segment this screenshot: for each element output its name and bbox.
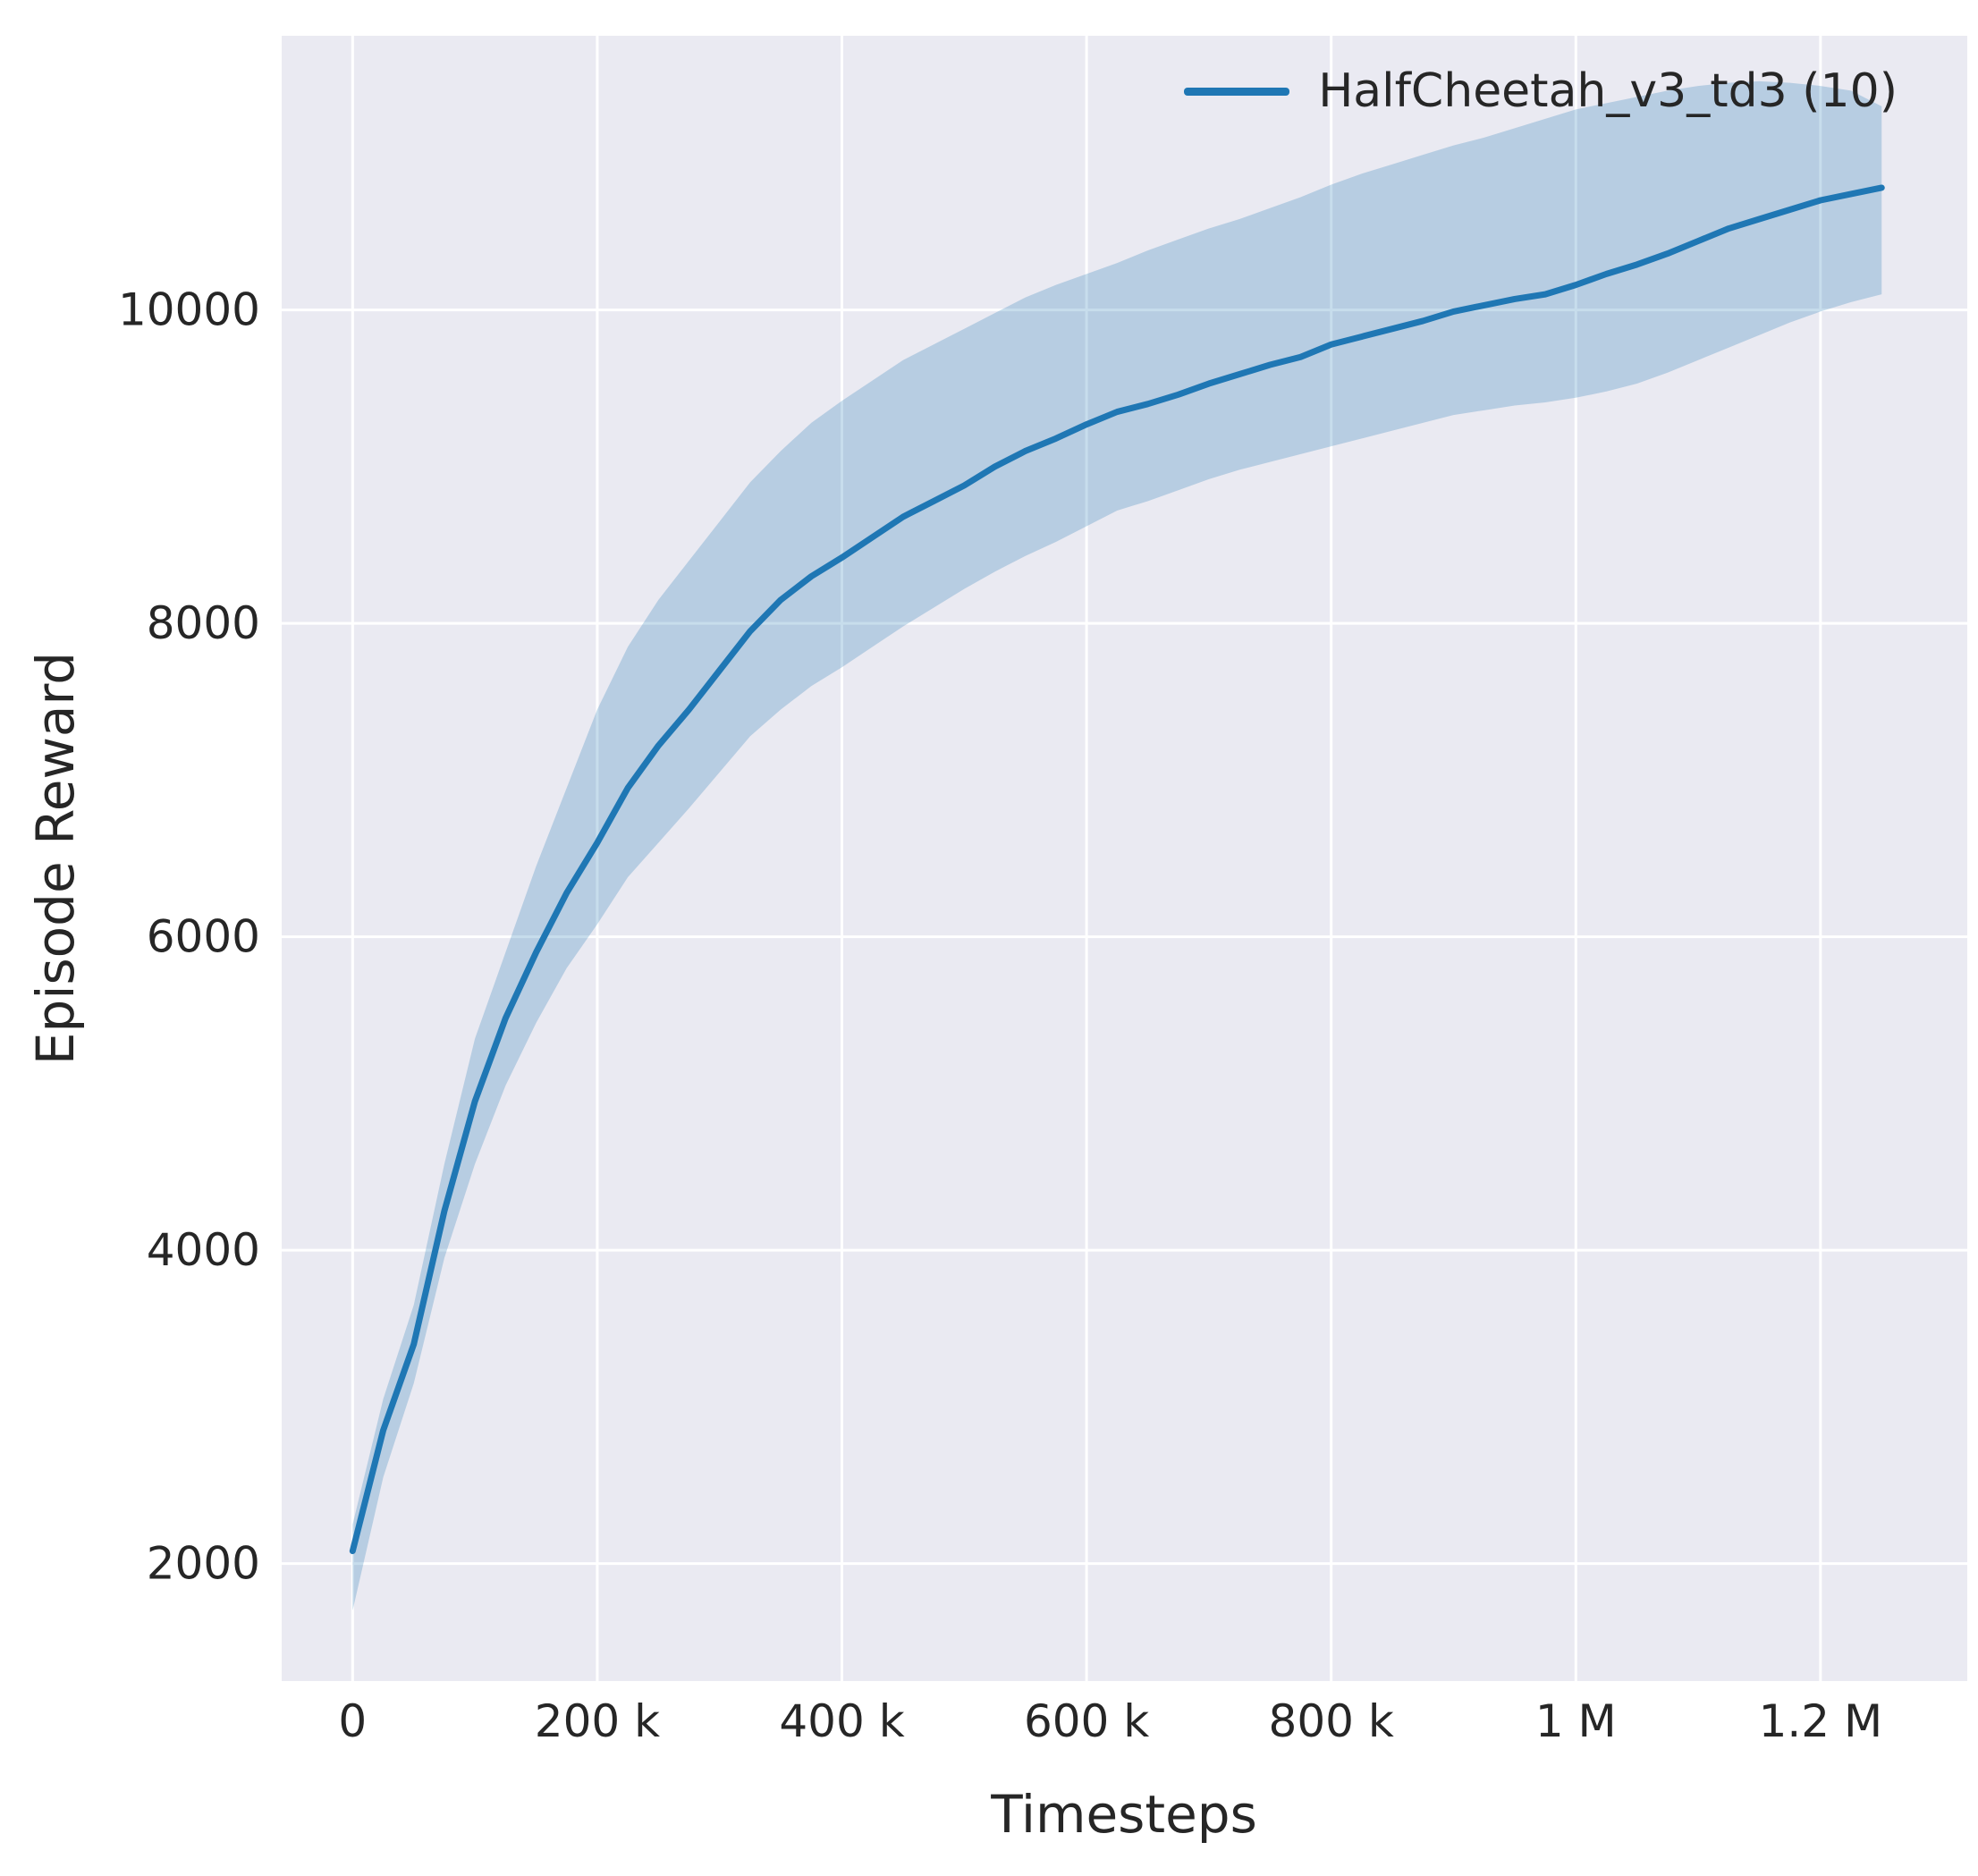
y-tick-label: 8000: [147, 597, 260, 649]
mean-line: [349, 184, 1885, 1555]
confidence-band: [352, 80, 1882, 1611]
x-tick-label: 400 k: [779, 1695, 904, 1747]
y-tick-label: 2000: [147, 1538, 260, 1590]
x-tick-label: 1.2 M: [1759, 1695, 1883, 1747]
x-tick-label: 0: [338, 1695, 367, 1747]
legend: HalfCheetah_v3_td3 (10): [1184, 64, 1898, 118]
x-tick-label: 200 k: [535, 1695, 660, 1747]
y-tick-label: 4000: [147, 1224, 260, 1276]
legend-label: HalfCheetah_v3_td3 (10): [1318, 64, 1898, 118]
x-axis-label: Timesteps: [991, 1784, 1257, 1845]
y-tick-label: 10000: [118, 284, 260, 336]
legend-line-sample: [1184, 87, 1290, 96]
x-tick-label: 1 M: [1535, 1695, 1617, 1747]
y-axis-label: Episode Reward: [25, 651, 86, 1066]
y-tick-label: 6000: [147, 911, 260, 963]
x-tick-label: 800 k: [1269, 1695, 1394, 1747]
x-tick-label: 600 k: [1024, 1695, 1149, 1747]
